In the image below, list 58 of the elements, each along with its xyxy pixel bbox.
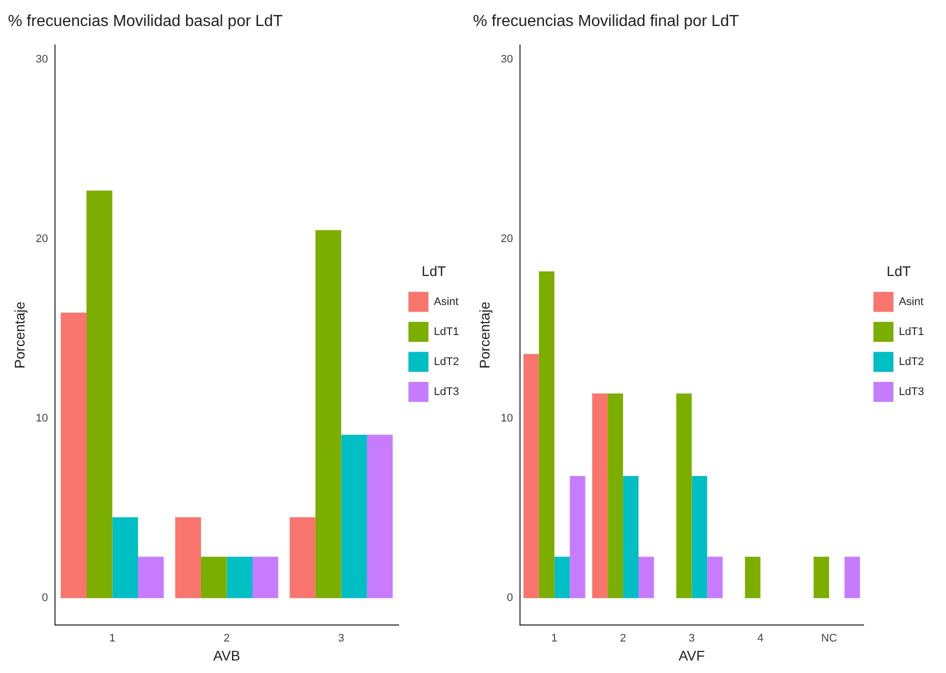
legend-label: LdT2 bbox=[434, 356, 460, 368]
y-tick-label: 30 bbox=[500, 54, 514, 66]
bar bbox=[341, 434, 367, 598]
bar bbox=[200, 556, 227, 598]
x-tick-label: 3 bbox=[688, 632, 695, 645]
bar bbox=[676, 393, 692, 598]
x-tick-label: 1 bbox=[551, 632, 558, 645]
y-tick-label: 0 bbox=[506, 592, 514, 604]
bar bbox=[290, 517, 316, 598]
bar bbox=[554, 556, 570, 598]
x-tick-label: 4 bbox=[757, 632, 764, 645]
x-tick-label: NC bbox=[821, 632, 838, 645]
bar bbox=[592, 393, 608, 598]
y-tick-label: 20 bbox=[36, 233, 48, 246]
bar bbox=[226, 556, 252, 598]
x-tick-label: 2 bbox=[224, 632, 230, 645]
bar bbox=[366, 434, 393, 598]
bar bbox=[252, 556, 278, 598]
legend-label: Asint bbox=[434, 296, 458, 308]
bar bbox=[638, 556, 654, 598]
x-axis-title: AVB bbox=[213, 647, 240, 664]
chart-title: % frecuencias Movilidad final por LdT bbox=[473, 13, 740, 30]
legend-label: LdT2 bbox=[898, 356, 924, 368]
bar bbox=[608, 393, 624, 598]
y-tick-label: 10 bbox=[36, 412, 48, 425]
y-tick-label: 30 bbox=[36, 54, 48, 66]
bar bbox=[138, 556, 164, 598]
y-axis-title: Porcentaje bbox=[11, 301, 28, 369]
legend-title: LdT bbox=[422, 262, 446, 279]
x-tick-label: 3 bbox=[338, 632, 344, 645]
legend-label: LdT3 bbox=[898, 386, 924, 398]
legend-label: Asint bbox=[898, 296, 924, 308]
bar bbox=[112, 517, 138, 598]
bar bbox=[86, 190, 112, 598]
legend-label: LdT1 bbox=[898, 326, 924, 338]
x-tick-label: 2 bbox=[620, 632, 626, 645]
bar bbox=[844, 556, 860, 598]
bar bbox=[175, 517, 201, 598]
legend-label: LdT3 bbox=[434, 386, 460, 398]
legend-title: LdT bbox=[886, 262, 912, 279]
bar bbox=[692, 476, 708, 598]
x-tick-label: 1 bbox=[109, 632, 116, 645]
chart-title: % frecuencias Movilidad basal por LdT bbox=[8, 13, 284, 30]
y-tick-label: 20 bbox=[500, 233, 514, 246]
bar bbox=[523, 354, 539, 598]
bar bbox=[60, 312, 87, 598]
bar bbox=[315, 230, 342, 598]
bar bbox=[744, 556, 760, 598]
y-tick-label: 10 bbox=[500, 412, 514, 425]
bar bbox=[814, 556, 830, 598]
y-axis-title: Porcentaje bbox=[476, 301, 492, 369]
bar bbox=[538, 271, 554, 598]
bar bbox=[623, 476, 639, 598]
legend-label: LdT1 bbox=[434, 326, 460, 338]
bar bbox=[707, 556, 723, 598]
y-tick-label: 0 bbox=[42, 592, 48, 604]
bar bbox=[570, 476, 586, 598]
x-axis-title: AVF bbox=[678, 647, 705, 664]
